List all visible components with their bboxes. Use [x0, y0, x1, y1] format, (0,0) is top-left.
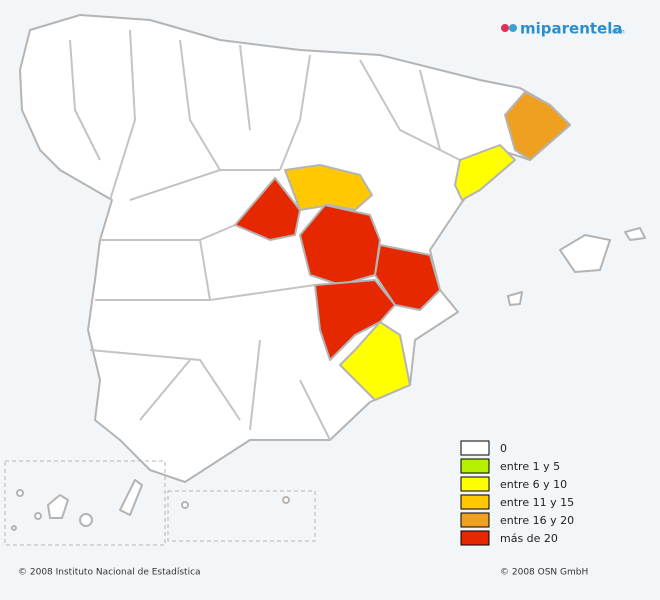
legend-label: 0	[500, 442, 507, 455]
logo-suffix: .com	[610, 29, 625, 36]
region-albacete	[314, 279, 396, 361]
region-segovia	[234, 177, 301, 241]
legend-swatch	[460, 440, 490, 456]
logo-text: miparentela	[520, 20, 623, 38]
region-girona	[504, 91, 571, 161]
legend-label: entre 11 y 15	[500, 496, 574, 509]
footer-right: © 2008 OSN GmbH	[500, 568, 588, 578]
logo-icon	[501, 24, 509, 32]
legend-swatch	[460, 494, 490, 510]
region-valencia	[374, 244, 441, 311]
region-murcia	[339, 321, 411, 401]
logo: miparentela .com	[501, 20, 625, 38]
legend-label: entre 6 y 10	[500, 478, 567, 491]
legend-swatch	[460, 458, 490, 474]
legend-label: más de 20	[500, 532, 558, 545]
legend: 0 entre 1 y 5 entre 6 y 10 entre 11 y 15 ent…	[460, 440, 574, 546]
region-tarragona	[454, 144, 516, 201]
legend-swatch	[460, 476, 490, 492]
logo-icon	[509, 24, 517, 32]
legend-label: entre 16 y 20	[500, 514, 574, 527]
province-borders	[69, 29, 461, 441]
footer-left: © 2008 Instituto Nacional de Estadística	[18, 568, 201, 578]
inset-boxes	[4, 460, 316, 546]
legend-swatch	[460, 530, 490, 546]
legend-swatch	[460, 512, 490, 528]
spain-outline	[19, 14, 571, 483]
islands	[11, 227, 646, 531]
legend-label: entre 1 y 5	[500, 460, 560, 473]
region-soria	[284, 164, 373, 211]
